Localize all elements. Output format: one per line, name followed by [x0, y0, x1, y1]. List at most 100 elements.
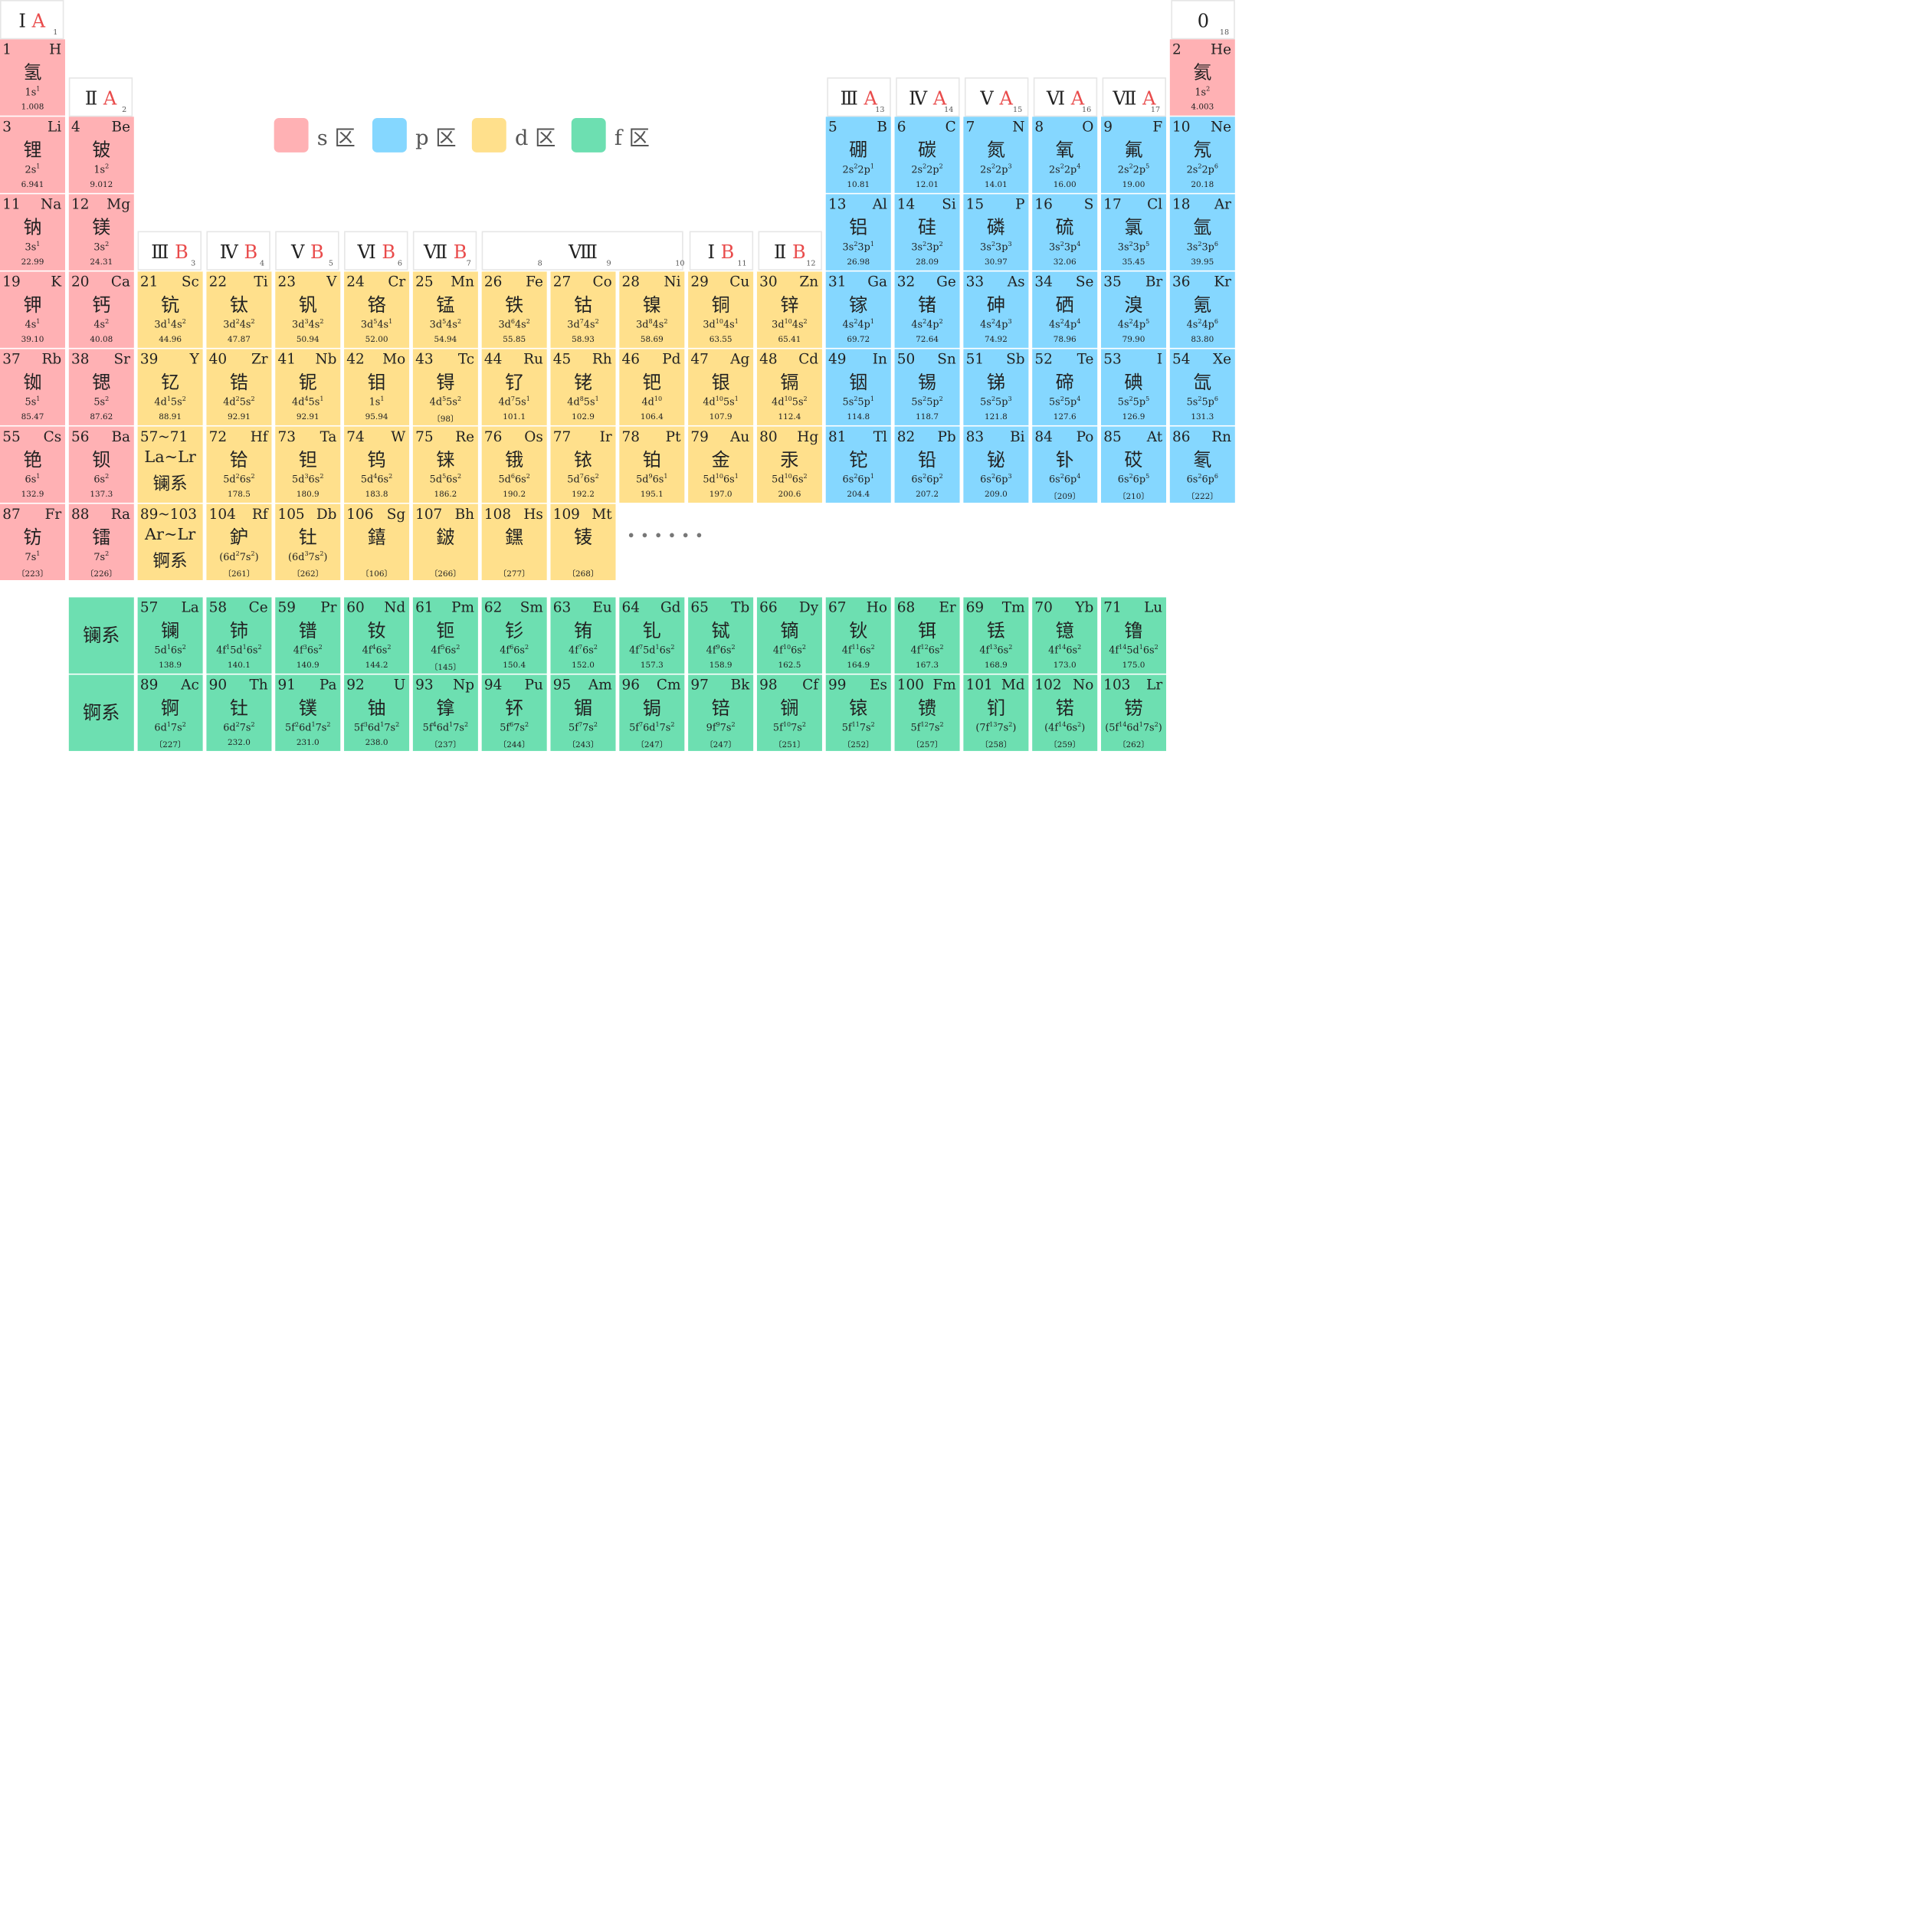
element-cell[interactable]: 6 C 碳 2s22p2 12.01 — [894, 116, 960, 193]
element-cell[interactable]: 54 Xe 氙 5s25p6 131.3 — [1169, 349, 1235, 425]
element-cell[interactable]: 97 Bk 锫 9f97s2 〔247〕 — [688, 674, 754, 751]
element-cell[interactable]: 106 Sg 𨭎 〔106〕 — [344, 504, 410, 580]
element-cell[interactable]: 10 Ne 氖 2s22p6 20.18 — [1169, 116, 1235, 193]
element-cell[interactable]: 25 Mn 锰 3d54s2 54.94 — [412, 271, 478, 348]
element-cell[interactable]: 105 Db 钍 (6d37s2) 〔262〕 — [275, 504, 341, 580]
element-cell[interactable]: 47 Ag 银 4d105s1 107.9 — [688, 349, 754, 425]
element-cell[interactable]: 70 Yb 镱 4f146s2 173.0 — [1032, 597, 1098, 674]
element-cell[interactable]: 87 Fr 钫 7s1 〔223〕 — [0, 504, 66, 580]
element-cell[interactable]: 1 H 氢 1s1 1.008 — [0, 39, 66, 116]
element-cell[interactable]: 76 Os 锇 5d66s2 190.2 — [481, 426, 547, 503]
element-cell[interactable]: 17 Cl 氯 3s23p5 35.45 — [1101, 194, 1167, 271]
element-cell[interactable]: 104 Rf 鈩 (6d27s2) 〔261〕 — [206, 504, 272, 580]
element-cell[interactable]: 92 U 铀 5f36d17s2 238.0 — [344, 674, 410, 751]
element-cell[interactable]: 74 W 钨 5d46s2 183.8 — [344, 426, 410, 503]
element-cell[interactable]: 93 Np 镎 5f46d17s2 〔237〕 — [412, 674, 478, 751]
element-cell[interactable]: 39 Y 钇 4d15s2 88.91 — [137, 349, 203, 425]
element-cell[interactable]: 28 Ni 镍 3d84s2 58.69 — [619, 271, 685, 348]
element-cell[interactable]: 30 Zn 锌 3d104s2 65.41 — [756, 271, 822, 348]
element-cell[interactable]: 95 Am 镅 5f77s2 〔243〕 — [550, 674, 616, 751]
element-cell[interactable]: 3 Li 锂 2s1 6.941 — [0, 116, 66, 193]
element-cell[interactable]: 46 Pd 钯 4d10 106.4 — [619, 349, 685, 425]
element-cell[interactable]: 31 Ga 镓 4s24p1 69.72 — [825, 271, 891, 348]
element-cell[interactable]: 69 Tm 铥 4f136s2 168.9 — [963, 597, 1029, 674]
element-cell[interactable]: 40 Zr 锆 4d25s2 92.91 — [206, 349, 272, 425]
element-cell[interactable]: 21 Sc 钪 3d14s2 44.96 — [137, 271, 203, 348]
element-cell[interactable]: 13 Al 铝 3s23p1 26.98 — [825, 194, 891, 271]
element-cell[interactable]: 100 Fm 镄 5f127s2 〔257〕 — [894, 674, 960, 751]
element-cell[interactable]: 65 Tb 铽 4f96s2 158.9 — [688, 597, 754, 674]
element-cell[interactable]: 83 Bi 铋 6s26p3 209.0 — [963, 426, 1029, 503]
element-cell[interactable]: 86 Rn 氡 6s26p6 〔222〕 — [1169, 426, 1235, 503]
element-cell[interactable]: 64 Gd 钆 4f75d16s2 157.3 — [619, 597, 685, 674]
element-cell[interactable]: 108 Hs 𨭆 〔277〕 — [481, 504, 547, 580]
element-cell[interactable]: 49 In 铟 5s25p1 114.8 — [825, 349, 891, 425]
element-cell[interactable]: 73 Ta 钽 5d36s2 180.9 — [275, 426, 341, 503]
element-cell[interactable]: 5 B 硼 2s22p1 10.81 — [825, 116, 891, 193]
element-cell[interactable]: 94 Pu 钚 5f67s2 〔244〕 — [481, 674, 547, 751]
element-cell[interactable]: 89~103 Ar~Lr 锕系 — [137, 504, 203, 580]
element-cell[interactable]: 55 Cs 铯 6s1 132.9 — [0, 426, 66, 503]
element-cell[interactable]: 14 Si 硅 3s23p2 28.09 — [894, 194, 960, 271]
element-cell[interactable]: 44 Ru 钌 4d75s1 101.1 — [481, 349, 547, 425]
element-cell[interactable]: 57 La 镧 5d16s2 138.9 — [137, 597, 203, 674]
element-cell[interactable]: 107 Bh 𨨏 〔266〕 — [412, 504, 478, 580]
element-cell[interactable]: 42 Mo 钼 1s1 95.94 — [344, 349, 410, 425]
element-cell[interactable]: 60 Nd 钕 4f46s2 144.2 — [344, 597, 410, 674]
element-cell[interactable]: 59 Pr 镨 4f36s2 140.9 — [275, 597, 341, 674]
element-cell[interactable]: 36 Kr 氪 4s24p6 83.80 — [1169, 271, 1235, 348]
element-cell[interactable]: 29 Cu 铜 3d104s1 63.55 — [688, 271, 754, 348]
element-cell[interactable]: 45 Rh 铑 4d85s1 102.9 — [550, 349, 616, 425]
element-cell[interactable]: 11 Na 钠 3s1 22.99 — [0, 194, 66, 271]
element-cell[interactable]: 88 Ra 镭 7s2 〔226〕 — [68, 504, 134, 580]
element-cell[interactable]: 37 Rb 铷 5s1 85.47 — [0, 349, 66, 425]
element-cell[interactable]: 26 Fe 铁 3d64s2 55.85 — [481, 271, 547, 348]
element-cell[interactable]: 8 O 氧 2s22p4 16.00 — [1032, 116, 1098, 193]
element-cell[interactable]: 98 Cf 锎 5f107s2 〔251〕 — [756, 674, 822, 751]
element-cell[interactable]: 20 Ca 钙 4s2 40.08 — [68, 271, 134, 348]
element-cell[interactable]: 99 Es 锿 5f117s2 〔252〕 — [825, 674, 891, 751]
element-cell[interactable]: 51 Sb 锑 5s25p3 121.8 — [963, 349, 1029, 425]
element-cell[interactable]: 96 Cm 锔 5f76d17s2 〔247〕 — [619, 674, 685, 751]
element-cell[interactable]: 61 Pm 钷 4f56s2 〔145〕 — [412, 597, 478, 674]
element-cell[interactable]: 62 Sm 钐 4f66s2 150.4 — [481, 597, 547, 674]
element-cell[interactable]: 109 Mt 鿏〔268〕 — [550, 504, 616, 580]
element-cell[interactable]: 7 N 氮 2s22p3 14.01 — [963, 116, 1029, 193]
element-cell[interactable]: 84 Po 钋 6s26p4 〔209〕 — [1032, 426, 1098, 503]
element-cell[interactable]: 82 Pb 铅 6s26p2 207.2 — [894, 426, 960, 503]
element-cell[interactable]: 43 Tc 锝 4d55s2 〔98〕 — [412, 349, 478, 425]
element-cell[interactable]: 90 Th 钍 6d27s2 232.0 — [206, 674, 272, 751]
element-cell[interactable]: 22 Ti 钛 3d24s2 47.87 — [206, 271, 272, 348]
element-cell[interactable]: 56 Ba 钡 6s2 137.3 — [68, 426, 134, 503]
element-cell[interactable]: 53 I 碘 5s25p5 126.9 — [1101, 349, 1167, 425]
element-cell[interactable]: 75 Re 铼 5d56s2 186.2 — [412, 426, 478, 503]
element-cell[interactable]: 81 Tl 铊 6s26p1 204.4 — [825, 426, 891, 503]
element-cell[interactable]: 48 Cd 镉 4d105s2 112.4 — [756, 349, 822, 425]
element-cell[interactable]: 85 At 砹 6s26p5 〔210〕 — [1101, 426, 1167, 503]
element-cell[interactable]: 24 Cr 铬 3d54s1 52.00 — [344, 271, 410, 348]
element-cell[interactable]: 12 Mg 镁 3s2 24.31 — [68, 194, 134, 271]
element-cell[interactable]: 68 Er 铒 4f126s2 167.3 — [894, 597, 960, 674]
element-cell[interactable]: 77 Ir 铱 5d76s2 192.2 — [550, 426, 616, 503]
element-cell[interactable]: 80 Hg 汞 5d106s2 200.6 — [756, 426, 822, 503]
element-cell[interactable]: 4 Be 铍 1s2 9.012 — [68, 116, 134, 193]
element-cell[interactable]: 27 Co 钴 3d74s2 58.93 — [550, 271, 616, 348]
element-cell[interactable]: 33 As 砷 4s24p3 74.92 — [963, 271, 1029, 348]
element-cell[interactable]: 41 Nb 铌 4d45s1 92.91 — [275, 349, 341, 425]
element-cell[interactable]: 58 Ce 铈 4f15d16s2 140.1 — [206, 597, 272, 674]
element-cell[interactable]: 102 No 锘 (4f146s2) 〔259〕 — [1032, 674, 1098, 751]
element-cell[interactable]: 63 Eu 铕 4f76s2 152.0 — [550, 597, 616, 674]
element-cell[interactable]: 79 Au 金 5d106s1 197.0 — [688, 426, 754, 503]
element-cell[interactable]: 32 Ge 锗 4s24p2 72.64 — [894, 271, 960, 348]
element-cell[interactable]: 9 F 氟 2s22p5 19.00 — [1101, 116, 1167, 193]
element-cell[interactable]: 38 Sr 锶 5s2 87.62 — [68, 349, 134, 425]
element-cell[interactable]: 18 Ar 氩 3s23p6 39.95 — [1169, 194, 1235, 271]
element-cell[interactable]: 67 Ho 钬 4f116s2 164.9 — [825, 597, 891, 674]
element-cell[interactable]: 78 Pt 铂 5d96s1 195.1 — [619, 426, 685, 503]
element-cell[interactable]: 72 Hf 铪 5d26s2 178.5 — [206, 426, 272, 503]
element-cell[interactable]: 71 Lu 镥 4f145d16s2 175.0 — [1101, 597, 1167, 674]
element-cell[interactable]: 89 Ac 锕 6d17s2 〔227〕 — [137, 674, 203, 751]
element-cell[interactable]: 91 Pa 镤 5f26d17s2 231.0 — [275, 674, 341, 751]
element-cell[interactable]: 23 V 钒 3d34s2 50.94 — [275, 271, 341, 348]
element-cell[interactable]: 66 Dy 镝 4f106s2 162.5 — [756, 597, 822, 674]
